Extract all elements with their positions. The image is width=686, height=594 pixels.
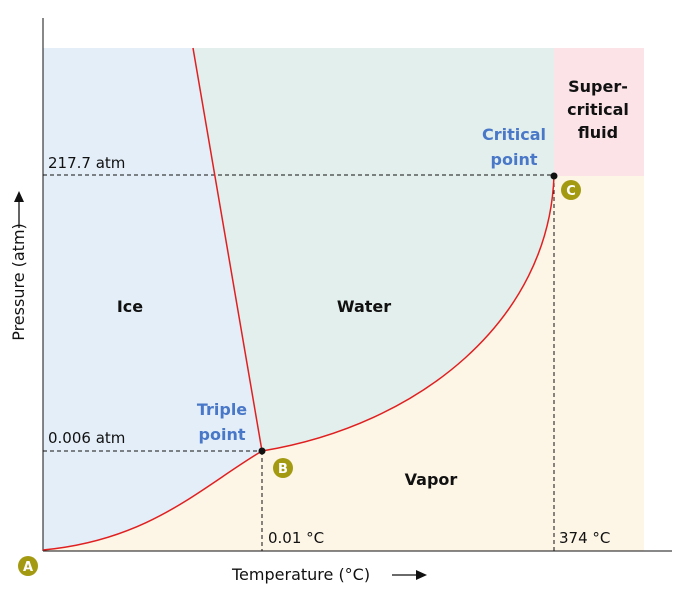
supercritical-region (554, 48, 644, 176)
marker-b-letter: B (278, 462, 288, 477)
marker-c-letter: C (566, 184, 576, 199)
vapor-label: Vapor (405, 470, 458, 489)
marker-a-letter: A (23, 560, 33, 575)
triple-pressure-value: 0.006 atm (48, 429, 125, 447)
vaporization-curve (261, 175, 555, 452)
marker-b: B (273, 458, 293, 478)
water-region (193, 48, 554, 451)
triple-point-label-1: Triple (197, 400, 247, 419)
triple-point-dot (258, 447, 266, 455)
critical-pressure-value: 217.7 atm (48, 154, 125, 172)
supercritical-label-1: Super- (568, 77, 628, 96)
triple-temperature-value: 0.01 °C (268, 529, 324, 547)
x-axis-title: Temperature (°C) (231, 565, 370, 584)
supercritical-label-3: fluid (578, 123, 618, 142)
critical-point-label-2: point (491, 150, 538, 169)
critical-temperature-value: 374 °C (559, 529, 610, 547)
supercritical-label-2: critical (567, 100, 629, 119)
sublimation-curve (42, 450, 263, 551)
y-axis-title: Pressure (atm) (9, 223, 28, 341)
triple-point-label-2: point (199, 425, 246, 444)
marker-c: C (561, 180, 581, 200)
critical-point-dot (550, 172, 558, 180)
y-axis-arrow (14, 191, 24, 228)
melting-curve (192, 47, 263, 452)
water-label: Water (337, 297, 391, 316)
x-axis-arrow (392, 570, 427, 580)
critical-point-label-1: Critical (482, 125, 546, 144)
ice-region (43, 48, 262, 550)
ice-label: Ice (117, 297, 143, 316)
marker-a: A (18, 556, 38, 576)
